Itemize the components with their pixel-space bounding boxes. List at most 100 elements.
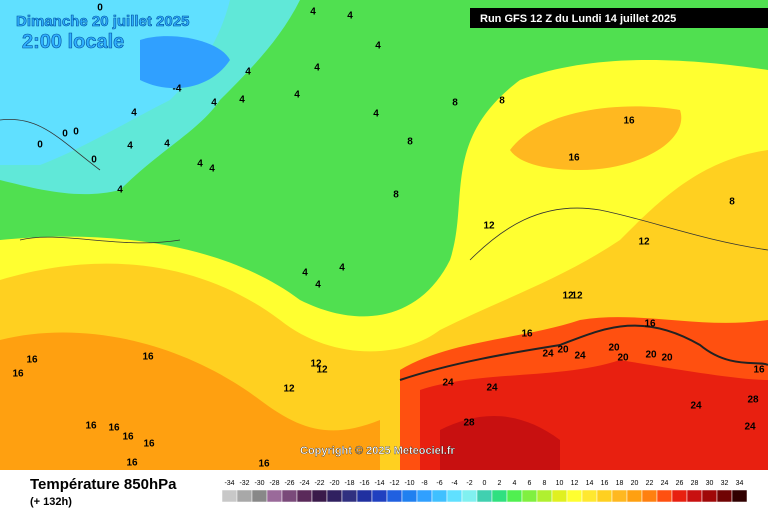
contour-label: 4 (197, 159, 203, 170)
colorbar-swatch (566, 489, 583, 503)
colorbar-swatch (671, 489, 688, 503)
contour-label: 24 (442, 378, 454, 389)
contour-label: 16 (12, 369, 24, 380)
colorbar-swatch (251, 489, 268, 503)
colorbar-swatch (221, 489, 238, 503)
colorbar-swatch (356, 489, 373, 503)
contour-label: 12 (483, 221, 495, 232)
copyright: Copyright © 2025 Meteociel.fr (300, 445, 456, 457)
colorbar-label: 12 (571, 480, 579, 487)
contour-label: 20 (645, 350, 657, 361)
colorbar-label: -8 (421, 480, 427, 487)
colorbar-label: -6 (436, 480, 442, 487)
contour-label: 4 (302, 268, 308, 279)
colorbar-label: -28 (269, 480, 279, 487)
contour-label: 4 (211, 98, 217, 109)
colorbar-swatch (266, 489, 283, 503)
hot-core (440, 416, 560, 470)
contour-label: 0 (62, 129, 68, 140)
contour-label: 20 (608, 343, 620, 354)
colorbar-label: -10 (404, 480, 414, 487)
contour-label: 4 (127, 141, 133, 152)
colorbar-swatch (551, 489, 568, 503)
contour-label: 0 (37, 140, 43, 151)
contour-label: 16 (142, 352, 154, 363)
colorbar-swatch (371, 489, 388, 503)
lead-time: (+ 132h) (30, 496, 72, 508)
contour-label: 8 (729, 197, 735, 208)
run-info: Run GFS 12 Z du Lundi 14 juillet 2025 (480, 13, 676, 25)
contour-label: 8 (393, 190, 399, 201)
colorbar-label: -18 (344, 480, 354, 487)
contour-label: 4 (315, 280, 321, 291)
colorbar-label: 0 (483, 480, 487, 487)
colorbar-label: -32 (239, 480, 249, 487)
colorbar-swatch (296, 489, 313, 503)
contour-label: 4 (314, 63, 320, 74)
colorbar-label: -34 (224, 480, 234, 487)
contour-label: 4 (245, 67, 251, 78)
colorbar-label: -24 (299, 480, 309, 487)
contour-label: 24 (486, 383, 498, 394)
run-box (470, 8, 768, 28)
colorbar-label: -4 (451, 480, 457, 487)
contour-label: 24 (744, 422, 756, 433)
contour-label: 12 (638, 237, 650, 248)
colorbar-label: 32 (721, 480, 729, 487)
contour-label: 4 (131, 108, 137, 119)
colorbar-label: -26 (284, 480, 294, 487)
contour-label: 16 (108, 423, 120, 434)
contour-label: 12 (562, 291, 574, 302)
colorbar-label: 18 (616, 480, 624, 487)
colorbar-label: -20 (329, 480, 339, 487)
contour-label: 16 (568, 153, 580, 164)
contour-label: 16 (258, 459, 270, 470)
cold-core (140, 36, 230, 89)
contour-label: 4 (294, 90, 300, 101)
contour-label: 4 (310, 7, 316, 18)
contour-label: 4 (239, 95, 245, 106)
coastline (0, 118, 768, 261)
colorbar-label: 34 (736, 480, 744, 487)
colorbar-swatch (581, 489, 598, 503)
colorbar-swatch (641, 489, 658, 503)
colorbar-swatch (341, 489, 358, 503)
contour-label: 4 (375, 41, 381, 52)
forecast-date: Dimanche 20 juillet 2025 (16, 13, 189, 30)
coastline (399, 324, 768, 381)
colorbar-label: 26 (676, 480, 684, 487)
forecast-time: 2:00 locale (22, 31, 124, 53)
colorbar-swatch (596, 489, 613, 503)
colorbar-swatch (656, 489, 673, 503)
contour-label: 28 (747, 395, 759, 406)
contour-label: 16 (143, 439, 155, 450)
contour-label: 4 (164, 139, 170, 150)
contour-label: 12 (316, 365, 328, 376)
colorbar-label: 20 (631, 480, 639, 487)
colorbar-label: -12 (389, 480, 399, 487)
colorbar-swatch (521, 489, 538, 503)
contour-label: 8 (407, 137, 413, 148)
contour-label: 24 (574, 351, 586, 362)
colorbar-swatch (281, 489, 298, 503)
contour-label: 4 (373, 109, 379, 120)
contour-label: 24 (542, 349, 554, 360)
colorbar-label: 22 (646, 480, 654, 487)
hot-zone (0, 332, 380, 470)
contour-label: 12 (310, 359, 322, 370)
colorbar-label: 4 (513, 480, 517, 487)
contour-label: 8 (499, 96, 505, 107)
contour-label: 16 (26, 355, 38, 366)
colorbar-swatch (446, 489, 463, 503)
warm-zone (510, 106, 682, 170)
colorbar-swatch (686, 489, 703, 503)
colorbar-swatch (416, 489, 433, 503)
colorbar-swatch (386, 489, 403, 503)
colorbar-swatch (491, 489, 508, 503)
contour-label: 20 (617, 353, 629, 364)
colorbar-swatch (326, 489, 343, 503)
contour-label: 16 (644, 319, 656, 330)
colorbar-swatch (431, 489, 448, 503)
contour-label: 0 (91, 155, 97, 166)
